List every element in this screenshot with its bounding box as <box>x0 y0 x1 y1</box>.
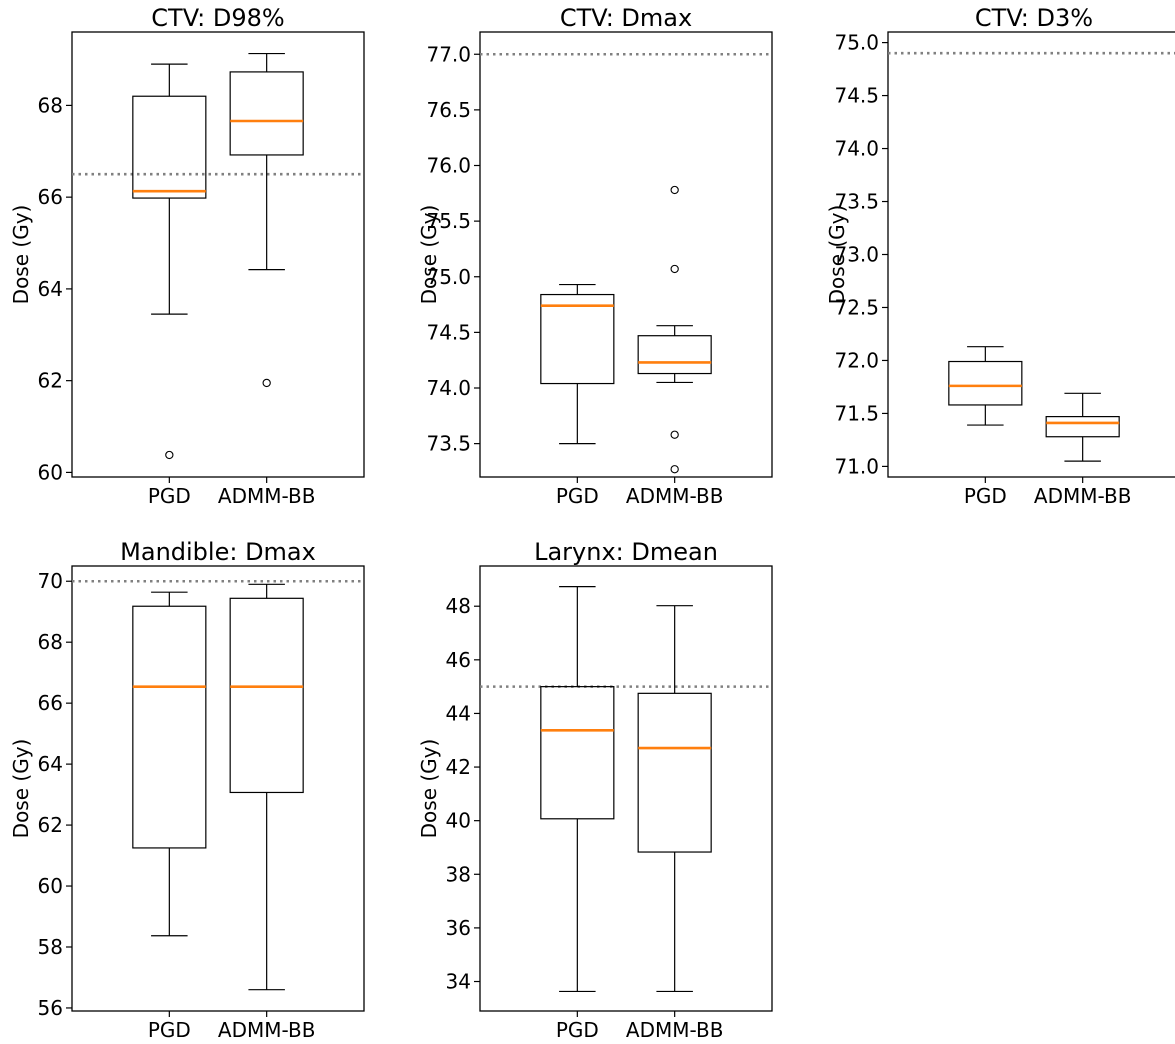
y-axis-label: Dose (Gy) <box>417 739 441 839</box>
y-tick-label: 42 <box>446 755 471 779</box>
box-pgd <box>132 591 207 937</box>
x-tick-label: ADMM-BB <box>218 1018 316 1042</box>
y-tick-label: 73.5 <box>834 190 879 214</box>
y-tick-label: 71.0 <box>834 454 879 478</box>
y-tick-label: 56 <box>38 996 63 1020</box>
y-tick-label: 75.0 <box>426 265 471 289</box>
outlier-point <box>670 264 679 274</box>
iqr-box <box>540 293 615 385</box>
subplot-4: Mandible: Dmax Dose (Gy) 56 58 60 62 64 66 68 70 P… <box>9 538 365 1042</box>
x-tick-label: ADMM-BB <box>626 1018 724 1042</box>
y-tick-label: 64 <box>38 277 63 301</box>
y-tick-label: 68 <box>38 630 63 654</box>
y-axis-label: Dose (Gy) <box>825 205 849 305</box>
axes-frame <box>71 565 365 1012</box>
iqr-box <box>1045 416 1120 438</box>
y-tick-label: 36 <box>446 916 471 940</box>
chart-title: CTV: D98% <box>151 4 284 32</box>
y-tick-label: 46 <box>446 648 471 672</box>
y-tick-label: 60 <box>38 874 63 898</box>
y-tick-label: 64 <box>38 752 63 776</box>
iqr-box <box>637 692 712 853</box>
outlier-point <box>670 185 679 195</box>
outlier-point <box>670 465 679 474</box>
iqr-box <box>948 360 1023 406</box>
y-tick-label: 62 <box>38 369 63 393</box>
box-pgd <box>540 283 615 445</box>
y-tick-label: 77.0 <box>426 42 471 66</box>
outlier-point <box>262 378 271 388</box>
chart-title: CTV: Dmax <box>560 4 692 32</box>
y-tick-label: 73.0 <box>834 243 879 267</box>
y-tick-label: 76.0 <box>426 154 471 178</box>
y-axis-label: Dose (Gy) <box>9 739 33 839</box>
y-tick-label: 75.0 <box>834 31 879 55</box>
y-tick-label: 58 <box>38 935 63 959</box>
box-admm-bb <box>1045 392 1120 462</box>
x-tick-label: PGD <box>148 1018 191 1042</box>
chart-title: Mandible: Dmax <box>120 538 316 566</box>
subplot-1: CTV: D98% Dose (Gy) 60 62 64 66 68 PGD ADMM-BB <box>9 4 365 508</box>
outlier-point <box>670 430 679 439</box>
y-tick-label: 38 <box>446 862 471 886</box>
y-axis-label: Dose (Gy) <box>9 205 33 305</box>
y-tick-label: 73.5 <box>426 432 471 456</box>
y-tick-label: 40 <box>446 809 471 833</box>
box-pgd <box>540 586 615 993</box>
box-pgd <box>132 63 207 460</box>
y-tick-label: 66 <box>38 185 63 209</box>
chart-title: Larynx: Dmean <box>534 538 718 566</box>
y-tick-label: 72.5 <box>834 295 879 319</box>
y-tick-label: 71.5 <box>834 401 879 425</box>
box-admm-bb <box>637 185 712 474</box>
y-tick-label: 74.5 <box>834 84 879 108</box>
y-tick-label: 74.0 <box>834 137 879 161</box>
x-tick-label: PGD <box>148 484 191 508</box>
y-tick-label: 48 <box>446 594 471 618</box>
box-admm-bb <box>229 52 304 388</box>
y-tick-label: 74.5 <box>426 320 471 344</box>
box-admm-bb <box>637 605 712 993</box>
box-admm-bb <box>229 583 304 991</box>
outlier-point <box>165 450 174 460</box>
box-pgd <box>948 346 1023 426</box>
x-tick-label: PGD <box>964 484 1007 508</box>
y-axis-label: Dose (Gy) <box>417 205 441 305</box>
iqr-box <box>132 95 207 199</box>
chart-title: CTV: D3% <box>975 4 1093 32</box>
y-tick-label: 70 <box>38 569 63 593</box>
x-tick-label: PGD <box>556 484 599 508</box>
y-tick-label: 34 <box>446 970 471 994</box>
y-tick-label: 76.5 <box>426 98 471 122</box>
x-tick-label: PGD <box>556 1018 599 1042</box>
y-tick-label: 68 <box>38 93 63 117</box>
iqr-box <box>229 71 304 156</box>
iqr-box <box>637 335 712 375</box>
y-tick-label: 74.0 <box>426 376 471 400</box>
y-tick-label: 66 <box>38 691 63 715</box>
subplot-2: CTV: Dmax Dose (Gy) 73.5 74.0 74.5 75.0 75.5 76… <box>417 4 773 508</box>
x-tick-label: ADMM-BB <box>1034 484 1132 508</box>
iqr-box <box>229 597 304 794</box>
axes-frame <box>479 31 773 478</box>
x-tick-label: ADMM-BB <box>218 484 316 508</box>
subplot-5: Larynx: Dmean Dose (Gy) 34 36 38 40 42 44 46 48 PG… <box>417 538 773 1042</box>
axes-frame <box>887 31 1175 478</box>
x-tick-label: ADMM-BB <box>626 484 724 508</box>
y-tick-label: 62 <box>38 813 63 837</box>
iqr-box <box>132 605 207 849</box>
iqr-box <box>540 686 615 820</box>
axes-frame <box>479 565 773 1012</box>
y-tick-label: 60 <box>38 460 63 484</box>
subplot-3: CTV: D3% Dose (Gy) 71.0 71.5 72.0 72.5 73.0 73.… <box>825 4 1175 508</box>
y-tick-label: 44 <box>446 701 471 725</box>
axes-frame <box>71 31 365 478</box>
y-tick-label: 75.5 <box>426 209 471 233</box>
y-tick-label: 72.0 <box>834 348 879 372</box>
